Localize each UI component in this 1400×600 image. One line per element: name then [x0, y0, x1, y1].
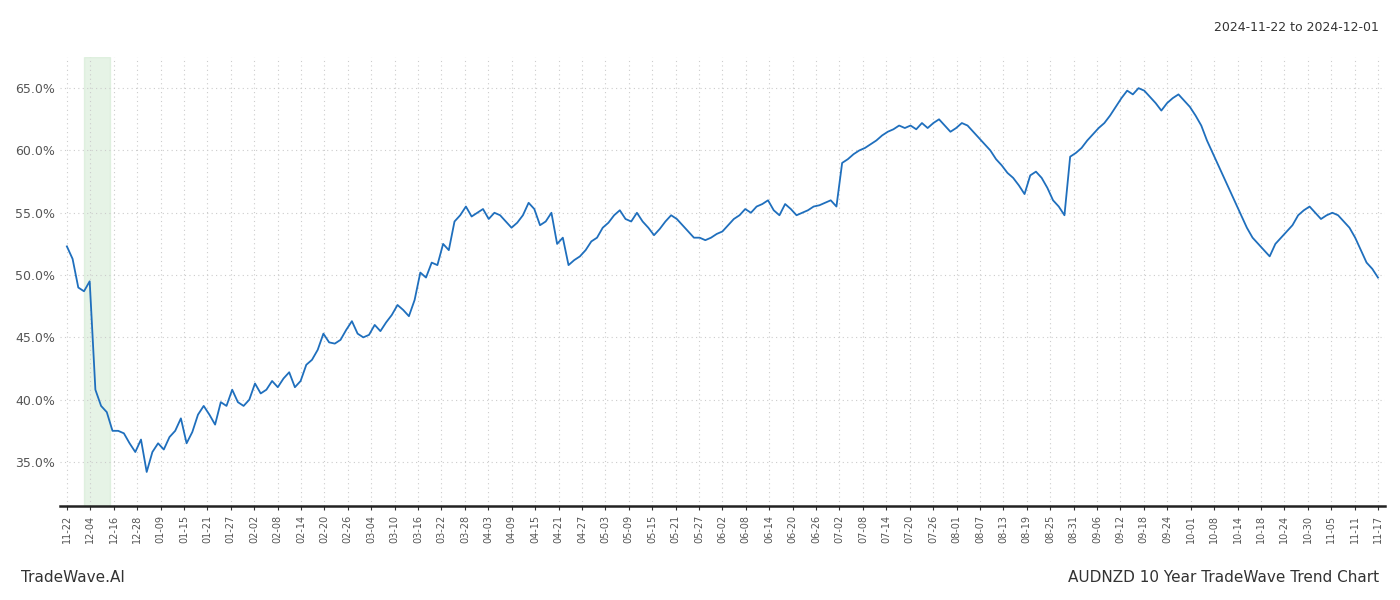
- Bar: [84, 57, 111, 506]
- Text: AUDNZD 10 Year TradeWave Trend Chart: AUDNZD 10 Year TradeWave Trend Chart: [1068, 570, 1379, 585]
- Text: 2024-11-22 to 2024-12-01: 2024-11-22 to 2024-12-01: [1214, 21, 1379, 34]
- Text: TradeWave.AI: TradeWave.AI: [21, 570, 125, 585]
